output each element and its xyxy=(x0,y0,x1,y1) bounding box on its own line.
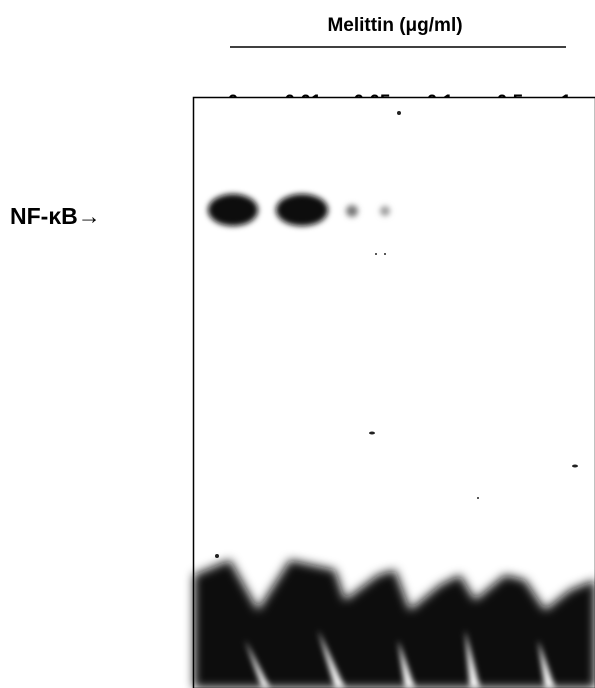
band-label: NF-κB→ xyxy=(10,203,101,229)
specks xyxy=(215,111,578,558)
treatment-title: Melittin (μg/ml) xyxy=(327,15,462,36)
free-probe-gaps xyxy=(245,630,555,688)
gel xyxy=(192,96,595,688)
nfkb-bands xyxy=(208,194,390,226)
free-probe xyxy=(194,560,595,688)
